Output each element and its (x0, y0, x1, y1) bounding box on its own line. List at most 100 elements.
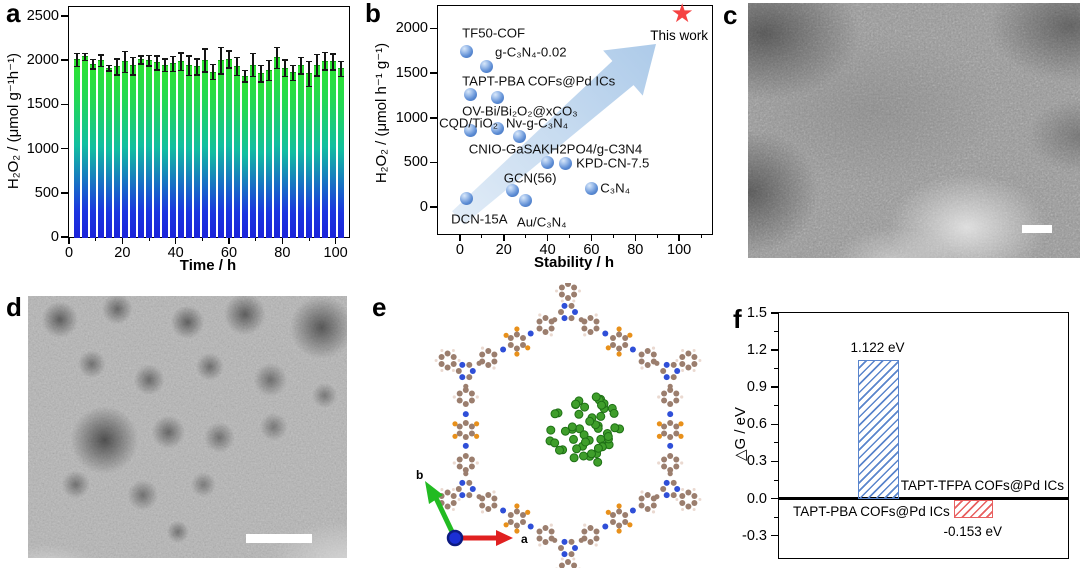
hydrogen-atom (675, 498, 679, 501)
x-axis-tick-label: 80 (274, 245, 291, 261)
fluorobenzene-ring (616, 508, 623, 515)
tem-particles-d (28, 296, 347, 558)
panel-e-cof-structure: ab (416, 283, 702, 568)
outer-phenyl-ring (450, 354, 457, 360)
hydrogen-atom (560, 557, 564, 561)
phenyl-ring (661, 463, 668, 470)
fluorobenzene-ring (610, 335, 616, 341)
dg-bar-tapt-pba (858, 359, 899, 499)
y-axis-tick (430, 206, 438, 208)
x-axis-tick (546, 234, 549, 241)
error-bar-line (164, 58, 166, 71)
panel-d-tem-image (28, 296, 347, 558)
fluorobenzene-ring (667, 434, 674, 440)
y-axis-minor-tick (774, 516, 779, 518)
error-bar-cap-bottom (74, 65, 80, 68)
palladium-atom (593, 443, 603, 453)
h2o2-production-bar (146, 60, 152, 238)
triazine-ring (660, 368, 667, 374)
error-bar-cap-bottom (170, 70, 176, 73)
error-bar-line (252, 53, 254, 76)
y-axis-tick-label: 1500 (26, 96, 59, 113)
error-bar-cap-top (74, 52, 80, 54)
triazine-ring (469, 368, 476, 374)
scatter-point-label: KPD-CN-7.5 (576, 155, 650, 171)
outer-phenyl-ring (679, 500, 686, 506)
phenyl-ring (661, 390, 668, 397)
fluorine-atom (514, 326, 520, 332)
error-bar-cap-bottom (202, 71, 208, 73)
error-bar-cap-bottom (274, 68, 280, 70)
fluorobenzene-ring (673, 423, 680, 430)
phenyl-ring (542, 539, 549, 545)
fluorine-atom (616, 326, 622, 332)
error-bar-line (292, 64, 294, 80)
outer-phenyl-ring (571, 284, 578, 291)
error-bar-line (268, 60, 270, 80)
x-axis-tick (678, 234, 680, 241)
scatter-point-g-c-n-0-02 (479, 59, 493, 73)
y-axis-tick (61, 236, 69, 238)
hydrogen-atom (692, 369, 696, 372)
phenyl-ring (673, 456, 680, 463)
error-bar-line (284, 59, 286, 76)
outer-phenyl-ring (450, 500, 457, 506)
fluorine-atom (452, 421, 458, 427)
triazine-ring (469, 486, 476, 492)
hydrogen-atom (452, 461, 456, 465)
x-axis-tick-label: 100 (323, 245, 348, 261)
fluorine-atom (616, 503, 622, 509)
palladium-atom (591, 392, 601, 402)
x-axis-tick-label: 60 (583, 242, 600, 258)
phenyl-ring (462, 401, 469, 407)
error-bar-cap-top (186, 55, 192, 57)
fluorine-atom (525, 509, 531, 515)
error-bar-cap-bottom (306, 85, 312, 88)
triazine-ring (663, 479, 670, 486)
triazine-ring (558, 309, 564, 315)
phenyl-ring (491, 358, 498, 365)
outer-phenyl-ring (679, 354, 686, 360)
error-bar-cap-top (258, 64, 264, 66)
phenyl-ring (491, 502, 498, 509)
error-bar-line (180, 52, 182, 70)
panel-c-tem-image (748, 3, 1080, 258)
phenyl-ring (593, 325, 600, 332)
phenyl-ring (581, 528, 588, 535)
panel-letter-d: d (6, 292, 22, 322)
scatter-point-kh2po4-g-c3n4 (541, 155, 555, 169)
error-bar-cap-bottom (338, 76, 344, 78)
error-bar-cap-top (170, 55, 176, 58)
fluorine-atom (627, 522, 633, 528)
error-bar-line (172, 55, 174, 71)
error-bar-cap-bottom (322, 69, 328, 71)
h2o2-production-bar (114, 66, 120, 238)
trend-arrow (452, 43, 657, 225)
outer-phenyl-ring (565, 283, 571, 287)
outer-phenyl-ring (438, 354, 445, 360)
phenyl-ring (667, 467, 674, 473)
phenyl-ring (536, 318, 543, 325)
imine-nitrogen-atom (629, 507, 636, 514)
error-bar-line (124, 50, 126, 72)
x-axis-minor-tick (612, 234, 614, 238)
hydrogen-atom (681, 488, 685, 491)
x-axis-minor-tick (308, 237, 310, 241)
triazine-ring (561, 551, 568, 558)
error-bar-cap-top (274, 46, 280, 49)
dg-series-label: TAPT-PBA COFs@Pd ICs (793, 503, 950, 519)
axis-b-label: b (416, 468, 423, 482)
palladium-atom (572, 444, 582, 454)
h2o2-production-bar (122, 61, 128, 238)
scale-bar (1022, 225, 1052, 233)
fluorobenzene-ring (667, 420, 674, 426)
y-axis-tick-label: 2000 (395, 20, 428, 37)
error-bar-cap-top (234, 56, 240, 59)
hydrogen-atom (549, 333, 553, 337)
phenyl-ring (542, 329, 549, 335)
scatter-point-label: g-C₃N₄-0.02 (494, 44, 567, 60)
error-bar-cap-top (314, 53, 320, 56)
scatter-point-label: C₃N₄ (600, 180, 631, 196)
triazine-ring (670, 479, 677, 486)
error-bar-cap-bottom (242, 81, 248, 83)
